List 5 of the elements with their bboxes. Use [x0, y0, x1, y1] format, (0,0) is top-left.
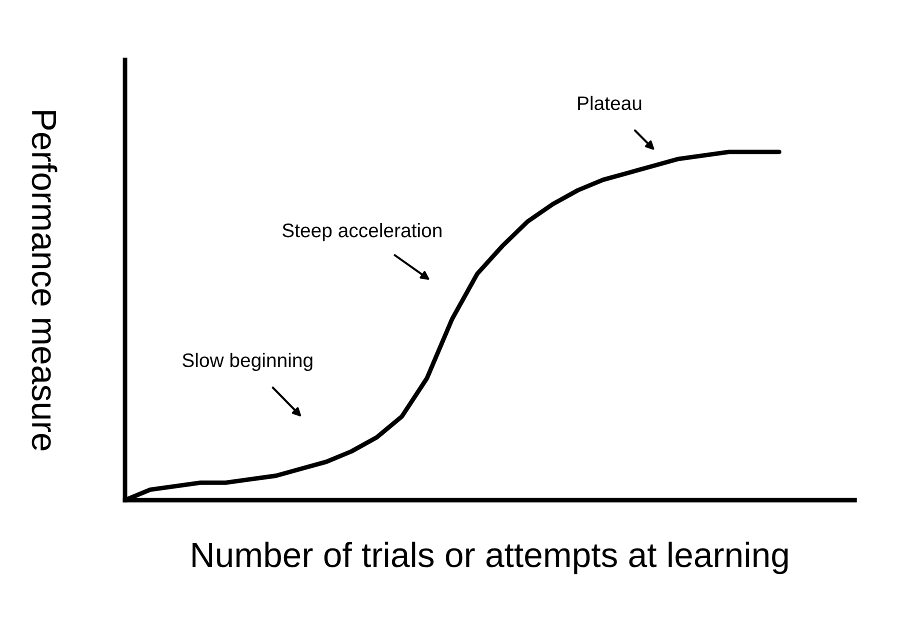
text: Plateau: [578, 96, 642, 110]
annotation: Slow beginning: [182, 352, 312, 371]
x-axis-title: Number of trials or attempts at learning: [192, 542, 788, 574]
annotation: Steep acceleration: [282, 223, 442, 242]
y-axis-title: Performance measure: [32, 111, 58, 450]
